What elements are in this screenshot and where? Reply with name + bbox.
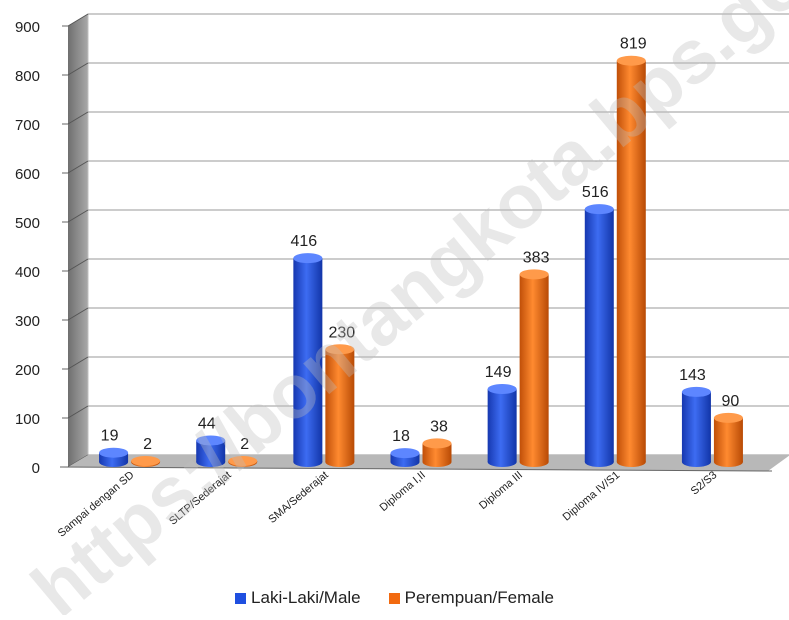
data-label: 18 [392,428,410,445]
bar-top-0 [99,447,129,458]
gridline-wall [67,111,89,125]
bar-base-0 [390,457,420,467]
gridline-wall [67,405,89,419]
x-tick-label: Diploma IV/S1 [561,469,623,523]
legend-label: Perempuan/Female [404,588,554,607]
bar-0 [487,388,517,462]
data-label: 2 [240,436,249,453]
bar-top-0 [293,253,323,264]
y-tick-label: 400 [15,264,40,281]
bar-top-0 [681,386,711,397]
legend-item: Laki-Laki/Male [235,588,361,608]
bar-base-0 [681,457,711,467]
bar-1 [325,349,355,462]
legend-label: Laki-Laki/Male [251,588,361,607]
y-tick-label: 800 [15,68,40,85]
data-label: 44 [198,415,216,432]
bar-base-1 [325,457,355,467]
bar-top-1 [131,456,161,467]
bar-top-0 [390,448,420,459]
data-label: 38 [430,418,448,435]
data-label: 819 [620,36,647,53]
data-label: 416 [291,233,318,250]
bar-base-0 [584,457,614,467]
gridline-wall [67,62,89,76]
x-tick-label: Sampai dengan SD [56,469,137,540]
legend-swatch [388,592,400,604]
gridline-wall [67,356,89,370]
data-label: 230 [329,324,356,341]
bar-1 [519,274,549,462]
bar-base-1 [422,457,452,467]
bar-0 [681,391,711,462]
gridline-wall [67,209,89,223]
legend-swatch [235,592,247,604]
bar-top-1 [422,438,452,449]
bar-base-0 [99,457,129,467]
y-tick-label: 600 [15,166,40,183]
bar-0 [196,440,226,462]
bar-1 [713,417,743,462]
y-tick-label: 900 [15,19,40,36]
data-label: 19 [101,428,119,445]
y-tick-label: 500 [15,215,40,232]
bar-top-1 [616,55,646,66]
bar-top-1 [713,412,743,423]
x-tick-label: SMA/Sederajat [266,469,330,526]
gridline-wall [67,160,89,174]
x-tick-label: Diploma I,II [378,469,428,514]
x-tick-label: SLTP/Sederajat [167,469,234,528]
gridline-wall [67,13,89,27]
bar-base-0 [196,457,226,467]
back-wall [87,13,789,456]
data-label: 516 [582,184,609,201]
bar-base-0 [487,457,517,467]
bar-base-1 [519,457,549,467]
bar-top-1 [325,344,355,355]
x-tick-label: Diploma III [477,469,525,512]
bar-top-1 [519,269,549,280]
legend: Laki-Laki/Male Perempuan/Female [0,588,789,609]
y-tick-label: 200 [15,362,40,379]
bar-top-0 [196,435,226,446]
x-axis-line [59,466,773,472]
data-label: 90 [722,393,740,410]
bar-1 [616,60,646,462]
bar-top-1 [228,456,258,467]
legend-item: Perempuan/Female [388,588,554,608]
y-tick-label: 700 [15,117,40,134]
y-tick-label: 300 [15,313,40,330]
bar-top-0 [584,204,614,215]
bar-0 [584,209,614,462]
data-label: 143 [679,367,706,384]
x-tick-label: S2/S3 [689,469,720,497]
bar-top-0 [487,383,517,394]
data-label: 383 [523,249,550,266]
bar-base-1 [616,457,646,467]
gridline-wall [67,307,89,321]
data-label: 149 [485,364,512,381]
gridline-wall [67,258,89,272]
data-label: 2 [143,436,152,453]
side-wall [68,14,88,467]
y-tick-label: 100 [15,411,40,428]
bar-base-1 [713,457,743,467]
bar-1 [422,443,452,462]
bar-0 [293,258,323,462]
y-tick-label: 0 [32,460,40,477]
bar-base-0 [293,457,323,467]
